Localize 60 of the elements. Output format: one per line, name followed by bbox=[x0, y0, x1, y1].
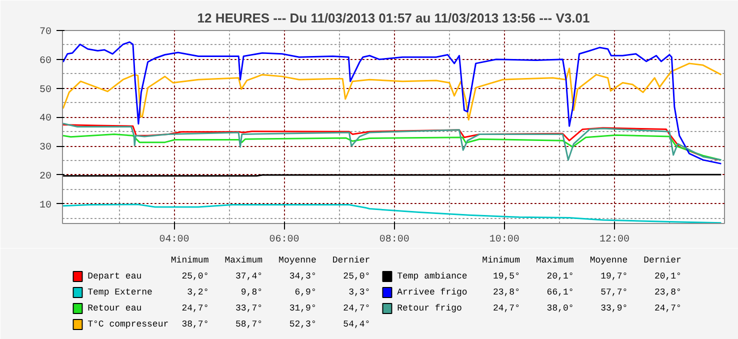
y-tick-label: 70 bbox=[40, 27, 52, 38]
text: 9,8° bbox=[240, 288, 263, 298]
y-tick-label: 20 bbox=[40, 171, 52, 182]
text: 57,7° bbox=[600, 288, 628, 298]
y-tick-label: 30 bbox=[40, 142, 52, 154]
text: 52,3° bbox=[289, 320, 316, 330]
chart-title: 12 HEURES --- Du 11/03/2013 01:57 au 11/03/2013 13:56 --- V3.01 bbox=[197, 10, 590, 26]
text: 3,2° bbox=[187, 288, 209, 298]
text: 24,7° bbox=[654, 304, 682, 314]
text: 19,5° bbox=[492, 272, 520, 282]
y-tick-label: 50 bbox=[40, 84, 52, 96]
text: 38,7° bbox=[182, 320, 209, 330]
text: 33,9° bbox=[600, 304, 628, 314]
text: 58,7° bbox=[236, 320, 263, 330]
line-series bbox=[62, 204, 722, 224]
line-series bbox=[62, 41, 722, 164]
x-tick-label: 06:00 bbox=[269, 234, 300, 246]
y-tick-label: 60 bbox=[40, 56, 52, 67]
text: 3,3° bbox=[348, 288, 370, 298]
text: Moyenne bbox=[278, 256, 316, 266]
text: 34,3° bbox=[289, 272, 316, 282]
text: 66,1° bbox=[546, 288, 574, 298]
text: Dernier bbox=[332, 256, 370, 266]
x-tick-label: 08:00 bbox=[379, 234, 410, 246]
y-tick-label: 40 bbox=[40, 114, 52, 125]
text: 38,0° bbox=[546, 304, 574, 314]
legend-label: T°C compresseur bbox=[88, 320, 169, 330]
text: Moyenne bbox=[590, 256, 628, 266]
legend-label: Retour frigo bbox=[397, 304, 462, 314]
text: 25,0° bbox=[182, 272, 209, 282]
line-series bbox=[62, 62, 722, 121]
legend-label: Arrivee frigo bbox=[397, 288, 468, 298]
text: Dernier bbox=[644, 256, 682, 266]
text: Maximum bbox=[536, 256, 574, 266]
y-tick-label: 10 bbox=[40, 200, 52, 212]
text: 25,0° bbox=[343, 272, 370, 282]
text: 23,8° bbox=[654, 288, 682, 298]
text: 24,7° bbox=[492, 304, 520, 314]
text: 24,7° bbox=[343, 304, 370, 314]
legend-label: Temp Externe bbox=[88, 288, 152, 298]
legend-label: Temp ambiance bbox=[397, 272, 468, 282]
line-series bbox=[62, 133, 722, 161]
text: Maximum bbox=[224, 256, 263, 266]
text: Minimum bbox=[170, 256, 209, 266]
x-tick-label: 04:00 bbox=[159, 234, 190, 246]
text: 37,4° bbox=[236, 272, 263, 282]
x-tick-label: 12:00 bbox=[599, 234, 630, 246]
legend-label: Depart eau bbox=[88, 272, 142, 282]
text: 54,4° bbox=[343, 320, 370, 330]
text: 31,9° bbox=[289, 304, 316, 314]
text: 6,9° bbox=[294, 288, 316, 298]
text: 20,1° bbox=[546, 272, 574, 282]
x-tick-label: 10:00 bbox=[489, 234, 520, 246]
text: Minimum bbox=[482, 256, 520, 266]
text: 24,7° bbox=[182, 304, 209, 314]
text: 19,7° bbox=[600, 272, 628, 282]
text: 20,1° bbox=[654, 272, 682, 282]
text: 33,7° bbox=[236, 304, 263, 314]
text: 23,8° bbox=[492, 288, 520, 298]
legend-label: Retour eau bbox=[88, 304, 142, 314]
